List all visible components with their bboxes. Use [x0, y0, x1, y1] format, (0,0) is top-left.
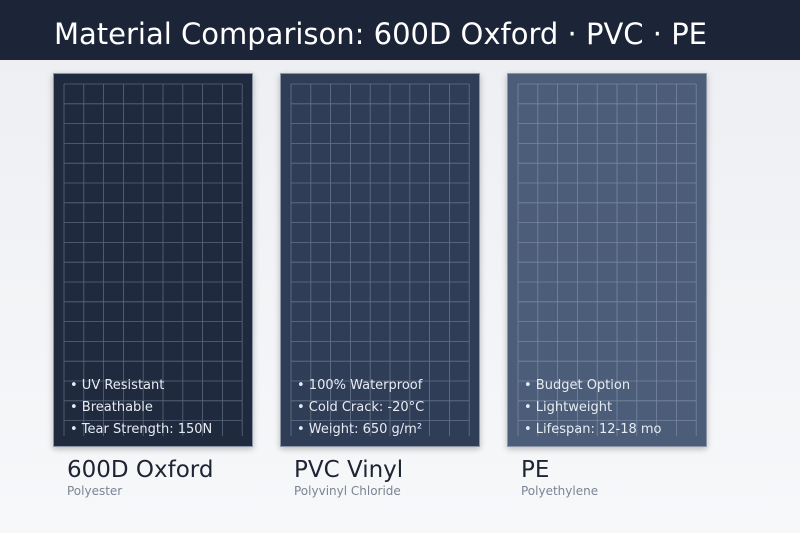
feature: • Tear Strength: 150N: [70, 422, 213, 437]
feature-list: • UV Resistant • Breathable • Tear Strengt…: [70, 375, 212, 441]
grid-texture: [63, 83, 243, 436]
header: Material Comparison: 600D Oxford · PVC ·…: [0, 0, 800, 60]
grid-lines: [517, 83, 697, 436]
grid-texture: [290, 83, 470, 436]
feature: • Budget Option: [524, 378, 631, 393]
feature: • Weight: 650 g/m²: [297, 422, 423, 437]
feature: • Cold Crack: -20°C: [297, 400, 425, 415]
material-name: PVC Vinyl: [294, 457, 404, 483]
grid-texture: [517, 83, 697, 436]
title: Material Comparison: 600D Oxford · PVC ·…: [54, 17, 708, 51]
grid-lines: [290, 83, 470, 436]
feature: • Breathable: [70, 400, 153, 415]
material-subtitle: Polyester: [67, 484, 123, 498]
feature-list: • 100% Waterproof • Cold Crack: -20°C • We…: [297, 375, 424, 441]
material-card: • Budget Option • Lightweight • Lifespan: …: [507, 73, 707, 447]
material-card: • 100% Waterproof • Cold Crack: -20°C • We…: [280, 73, 480, 447]
material-subtitle: Polyvinyl Chloride: [294, 484, 401, 498]
material-card: • UV Resistant • Breathable • Tear Strengt…: [53, 73, 253, 447]
feature: • 100% Waterproof: [297, 378, 423, 393]
feature: • UV Resistant: [70, 378, 165, 393]
feature: • Lifespan: 12-18 mo: [524, 422, 662, 437]
material-name: 600D Oxford: [67, 457, 214, 483]
grid-lines: [63, 83, 243, 436]
feature-list: • Budget Option • Lightweight • Lifespan: …: [524, 375, 662, 441]
material-subtitle: Polyethylene: [521, 484, 599, 498]
material-name: PE: [521, 457, 550, 483]
feature: • Lightweight: [524, 400, 613, 415]
